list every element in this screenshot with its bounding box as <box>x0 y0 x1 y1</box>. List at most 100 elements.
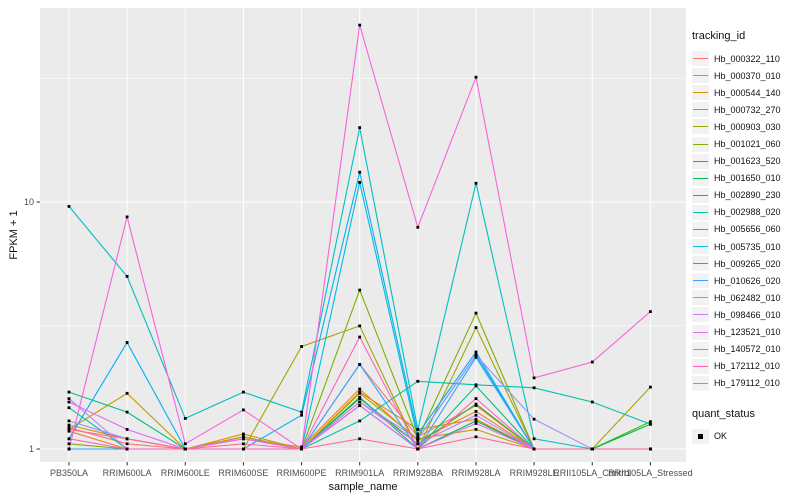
series-color-key-icon <box>692 153 709 169</box>
series-color-key-icon <box>692 239 709 255</box>
legend-item-Hb_000370_010: Hb_000370_010 <box>692 67 798 84</box>
legend-item-Hb_001021_060: Hb_001021_060 <box>692 135 798 152</box>
legend-item-Hb_172112_010: Hb_172112_010 <box>692 358 798 375</box>
data-point <box>358 181 362 184</box>
data-point <box>300 345 303 348</box>
data-point <box>358 419 362 423</box>
data-point <box>300 447 303 451</box>
legend-item-Hb_002890_230: Hb_002890_230 <box>692 187 798 204</box>
legend-item-label: Hb_172112_010 <box>714 361 780 372</box>
legend-item-label: Hb_002988_020 <box>714 207 781 218</box>
legend-tracking-items: Hb_000322_110 Hb_000370_010 Hb_000544_140 H… <box>692 50 798 392</box>
data-point <box>300 445 303 449</box>
data-point <box>474 413 478 417</box>
data-point <box>358 335 362 339</box>
data-point <box>358 23 362 27</box>
series-color-key-icon <box>692 375 709 391</box>
legend-item-Hb_000544_140: Hb_000544_140 <box>692 84 798 101</box>
data-point <box>532 376 536 380</box>
data-point <box>358 400 362 404</box>
series-color-key-icon <box>692 341 709 357</box>
data-point <box>67 400 71 404</box>
data-point <box>358 391 362 395</box>
data-point <box>358 395 362 399</box>
data-point <box>358 170 362 174</box>
data-point <box>474 435 478 439</box>
series-color-key-icon <box>692 358 709 374</box>
data-point <box>474 355 478 359</box>
data-point <box>125 410 129 414</box>
legend-item-label: Hb_000732_270 <box>714 104 781 115</box>
data-point <box>474 383 478 387</box>
data-point <box>416 437 420 441</box>
data-point <box>416 225 420 229</box>
x-tick-label: RRIM928LA <box>451 468 501 478</box>
series-color-key-icon <box>692 256 709 272</box>
data-point <box>67 390 71 394</box>
data-point <box>67 437 71 441</box>
legend-item-label: Hb_001021_060 <box>714 139 781 150</box>
legend-title-tracking-id: tracking_id <box>692 30 746 42</box>
legend-item-label: Hb_123521_010 <box>714 327 781 338</box>
data-point <box>242 390 245 394</box>
data-point <box>183 417 187 420</box>
legend-item-label: Hb_140572_010 <box>714 344 781 355</box>
data-point <box>532 386 536 390</box>
data-point <box>358 387 362 391</box>
x-tick-label: RRIM600PE <box>276 468 327 478</box>
data-point <box>358 437 362 441</box>
legend-item-Hb_062482_010: Hb_062482_010 <box>692 289 798 306</box>
legend-item-label: Hb_098466_010 <box>714 309 781 320</box>
legend-item-label: Hb_009265_020 <box>714 258 781 269</box>
data-point <box>649 310 652 313</box>
series-color-key-icon <box>692 273 709 289</box>
data-point <box>125 215 129 219</box>
data-point <box>416 432 420 436</box>
legend-item-label: Hb_002890_230 <box>714 190 781 201</box>
data-point <box>125 391 129 395</box>
series-color-key-icon <box>692 307 709 323</box>
series-color-key-icon <box>692 119 709 135</box>
data-point <box>125 437 129 441</box>
legend-item-Hb_123521_010: Hb_123521_010 <box>692 324 798 341</box>
data-point <box>474 428 478 431</box>
legend-item-Hb_000903_030: Hb_000903_030 <box>692 118 798 135</box>
ok-square-icon <box>692 428 709 444</box>
data-point <box>474 397 478 400</box>
data-point <box>649 447 652 451</box>
data-point <box>649 422 652 426</box>
legend-item-label: Hb_001623_520 <box>714 156 781 167</box>
legend-item-Hb_000732_270: Hb_000732_270 <box>692 101 798 118</box>
data-point <box>358 288 362 292</box>
data-point <box>474 311 478 315</box>
legend-item-Hb_010626_020: Hb_010626_020 <box>692 272 798 289</box>
series-color-key-icon <box>692 324 709 340</box>
data-point <box>67 397 71 400</box>
data-point <box>590 447 594 451</box>
legend-item-Hb_005735_010: Hb_005735_010 <box>692 238 798 255</box>
legend-item-Hb_179112_010: Hb_179112_010 <box>692 375 798 392</box>
x-axis-title: sample_name <box>328 481 398 493</box>
x-tick-label: RRIM928BA <box>392 468 443 478</box>
x-tick-label: RRII105LA_Control <box>553 468 632 478</box>
data-point <box>242 442 245 446</box>
legend-item-label: Hb_001650_010 <box>714 173 781 184</box>
series-color-key-icon <box>692 136 709 152</box>
data-point <box>125 275 129 278</box>
legend-item-label: OK <box>714 431 728 442</box>
x-tick-label: RRIM901LA <box>335 468 385 478</box>
data-point <box>358 397 362 400</box>
series-color-key-icon <box>692 85 709 101</box>
data-point <box>649 420 652 424</box>
data-point <box>125 341 129 344</box>
legend-item-Hb_005656_060: Hb_005656_060 <box>692 221 798 238</box>
data-point <box>474 75 478 79</box>
legend-item-Hb_140572_010: Hb_140572_010 <box>692 341 798 358</box>
data-point <box>300 413 303 417</box>
data-point <box>474 419 478 423</box>
legend-quant-status: quant_status OK <box>692 408 798 445</box>
series-color-key-icon <box>692 170 709 186</box>
series-color-key-icon <box>692 51 709 67</box>
data-point <box>125 442 129 446</box>
